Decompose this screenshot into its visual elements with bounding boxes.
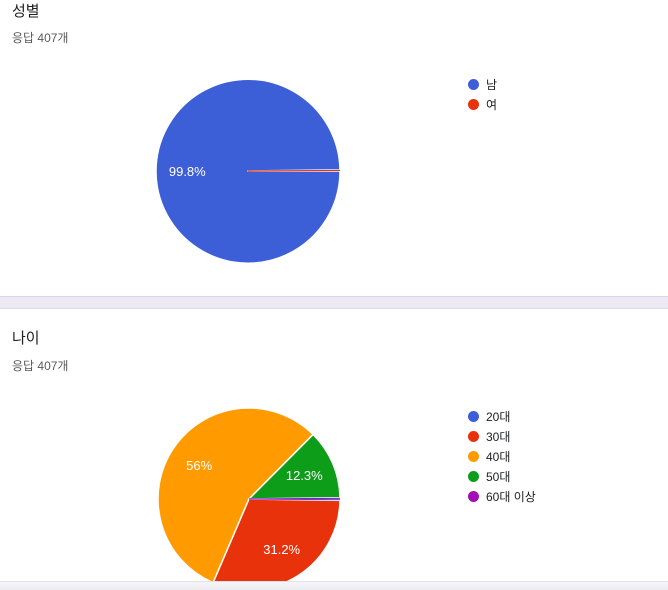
legend-item-50대: 50대 bbox=[468, 466, 536, 486]
legend-item-20대: 20대 bbox=[468, 406, 536, 426]
legend-item-40대: 40대 bbox=[468, 446, 536, 466]
card-bottom-edge bbox=[0, 581, 668, 590]
age-pie-chart: 31.2% 56% 12.3% bbox=[157, 407, 341, 581]
section-divider bbox=[0, 296, 668, 309]
pie-slice-label: 31.2% bbox=[263, 542, 300, 557]
question-title: 나이 bbox=[12, 330, 40, 347]
legend-color-dot bbox=[468, 430, 479, 442]
pie-slice-50대 bbox=[248, 433, 341, 500]
pie-slice-label: 56% bbox=[186, 458, 212, 473]
responses-count: 응답 407개 bbox=[12, 359, 69, 373]
legend-label: 여 bbox=[486, 97, 498, 112]
legend-item-남: 남 bbox=[468, 74, 497, 94]
pie-slice-60대 이상 bbox=[248, 497, 341, 500]
question-title: 성별 bbox=[12, 3, 40, 20]
legend-label: 60대 이상 bbox=[486, 489, 536, 504]
legend-label: 30대 bbox=[486, 429, 511, 444]
legend-label: 20대 bbox=[486, 409, 511, 424]
legend-item-여: 여 bbox=[468, 94, 497, 114]
question-card-age: 나이 응답 407개 31.2% 56% 12.3% 20대 30대 40대 50대 60대… bbox=[0, 309, 668, 581]
gender-pie-chart: 99.8% bbox=[155, 78, 341, 264]
legend-item-60대 이상: 60대 이상 bbox=[468, 486, 536, 506]
legend-color-dot bbox=[468, 450, 479, 462]
legend-label: 남 bbox=[486, 77, 498, 92]
pie-slice-40대 bbox=[157, 407, 314, 581]
legend-color-dot bbox=[468, 410, 479, 422]
legend-label: 50대 bbox=[486, 469, 511, 484]
legend-color-dot bbox=[468, 78, 479, 90]
pie-slice-label: 12.3% bbox=[286, 468, 323, 483]
legend-color-dot bbox=[468, 470, 479, 482]
legend-label: 40대 bbox=[486, 449, 511, 464]
pie-slice-여 bbox=[247, 169, 341, 172]
legend-color-dot bbox=[468, 490, 479, 502]
age-chart-legend: 20대 30대 40대 50대 60대 이상 bbox=[468, 406, 536, 506]
legend-color-dot bbox=[468, 98, 479, 110]
pie-slice-30대 bbox=[213, 498, 341, 581]
responses-count: 응답 407개 bbox=[12, 31, 69, 45]
pie-slice-label: 99.8% bbox=[169, 164, 206, 179]
legend-item-30대: 30대 bbox=[468, 426, 536, 446]
